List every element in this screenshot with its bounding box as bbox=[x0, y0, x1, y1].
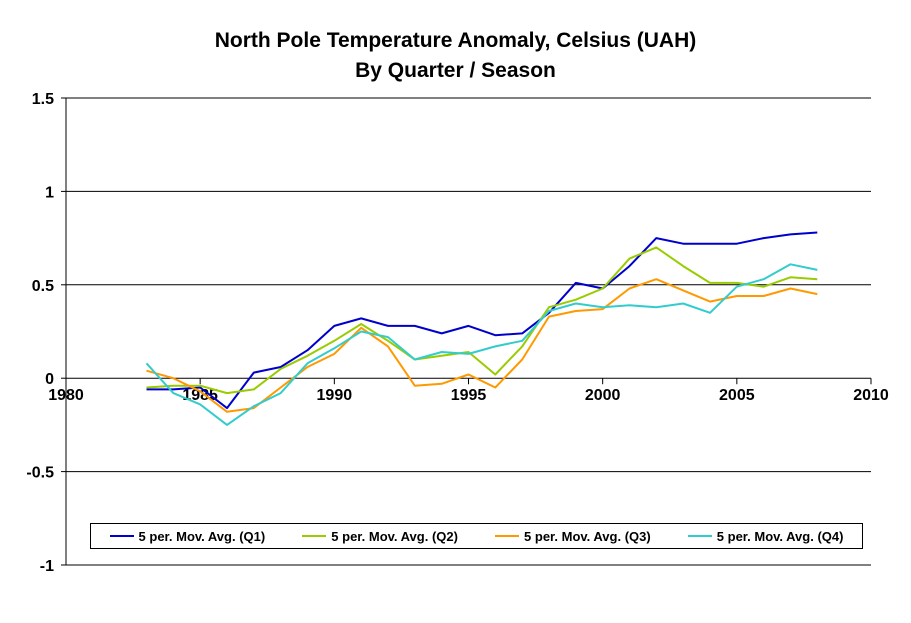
legend-label: 5 per. Mov. Avg. (Q4) bbox=[716, 528, 844, 544]
legend-label: 5 per. Mov. Avg. (Q1) bbox=[138, 528, 266, 544]
legend-item-q4: 5 per. Mov. Avg. (Q4) bbox=[687, 528, 844, 544]
legend-swatch bbox=[687, 535, 712, 537]
x-tick-label: 1995 bbox=[451, 387, 487, 404]
series-line-q2 bbox=[146, 246, 818, 395]
legend-item-q2: 5 per. Mov. Avg. (Q2) bbox=[302, 529, 458, 544]
series-line-q1 bbox=[146, 231, 818, 410]
legend-item-q1: 5 per. Mov. Avg. (Q1) bbox=[109, 528, 266, 544]
legend-label: 5 per. Mov. Avg. (Q3) bbox=[524, 528, 651, 544]
y-tick-label: 1 bbox=[45, 184, 54, 201]
x-tick-label: 2000 bbox=[585, 387, 621, 404]
legend-label: 5 per. Mov. Avg. (Q2) bbox=[331, 528, 458, 544]
chart-title-line1: North Pole Temperature Anomaly, Celsius … bbox=[214, 29, 697, 52]
legend-swatch bbox=[495, 535, 520, 537]
x-tick-label: 2010 bbox=[853, 387, 889, 404]
legend-swatch bbox=[302, 535, 327, 537]
legend-item-q3: 5 per. Mov. Avg. (Q3) bbox=[495, 529, 651, 544]
chart-title-line2: By Quarter / Season bbox=[355, 59, 556, 82]
series-line-q4 bbox=[145, 263, 818, 426]
y-tick-label: -0.5 bbox=[26, 465, 54, 482]
chart-title: North Pole Temperature Anomaly, Celsius … bbox=[0, 26, 911, 86]
x-tick-label: 2005 bbox=[719, 387, 755, 404]
y-tick-label: 0 bbox=[45, 371, 54, 388]
x-tick-label: 1990 bbox=[317, 387, 353, 404]
x-tick-label: 1980 bbox=[48, 387, 84, 404]
y-tick-label: -1 bbox=[40, 558, 54, 575]
legend-swatch bbox=[109, 535, 134, 537]
chart-legend: 5 per. Mov. Avg. (Q1) 5 per. Mov. Avg. (Q… bbox=[90, 523, 863, 549]
y-tick-label: 0.5 bbox=[32, 278, 54, 295]
y-tick-label: 1.5 bbox=[32, 91, 54, 108]
